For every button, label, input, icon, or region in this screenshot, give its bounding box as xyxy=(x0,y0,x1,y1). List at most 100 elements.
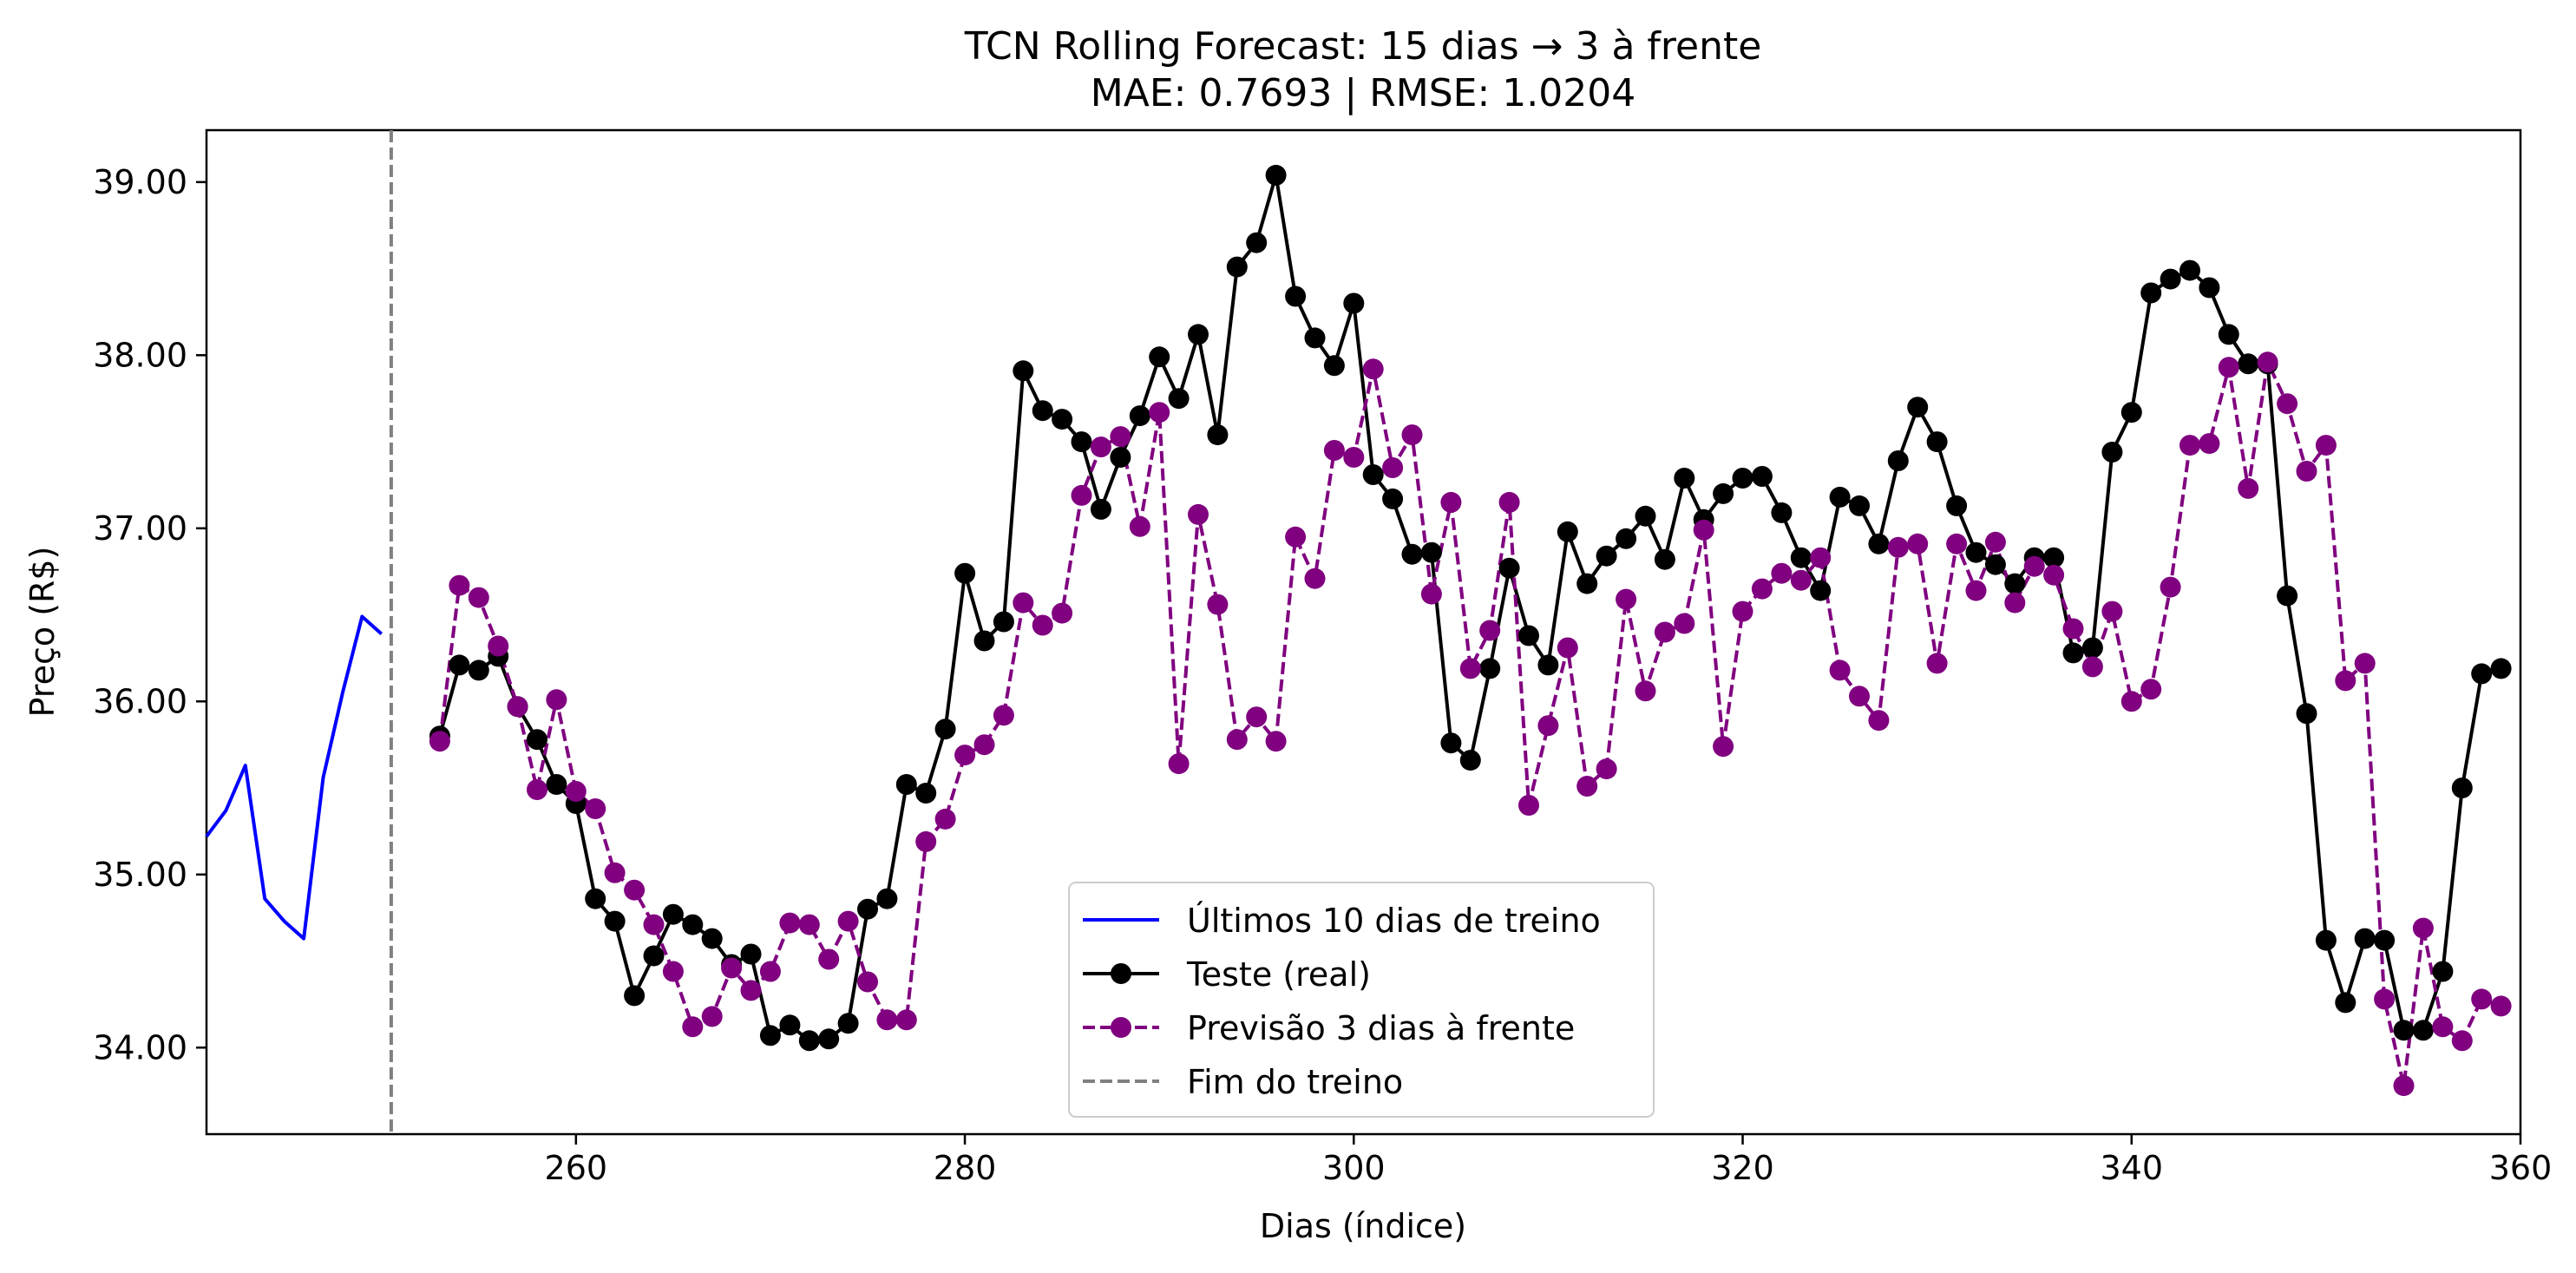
series-line-forecast xyxy=(437,360,2502,1088)
point-real xyxy=(1265,164,1287,186)
point-real xyxy=(1984,554,2006,575)
point-forecast xyxy=(1479,620,1501,641)
point-forecast xyxy=(429,731,450,752)
point-real xyxy=(1032,400,1053,422)
point-forecast xyxy=(527,779,547,800)
point-real xyxy=(915,783,937,804)
point-real xyxy=(1557,521,1578,542)
point-forecast xyxy=(1401,424,1423,446)
point-forecast xyxy=(721,957,743,979)
point-forecast xyxy=(993,705,1014,726)
point-real xyxy=(993,611,1014,633)
point-real xyxy=(2393,1020,2415,1041)
x-tick-label: 300 xyxy=(1322,1149,1386,1187)
point-forecast xyxy=(2393,1075,2415,1097)
point-forecast xyxy=(1965,580,1987,601)
point-forecast xyxy=(643,914,665,935)
point-forecast xyxy=(2218,357,2239,378)
point-forecast xyxy=(1032,614,1053,636)
point-forecast xyxy=(2043,564,2065,586)
point-real xyxy=(1654,548,1675,570)
point-real xyxy=(1401,543,1423,565)
x-tick-label: 320 xyxy=(1711,1149,1774,1187)
point-forecast xyxy=(895,1009,917,1031)
point-real xyxy=(1168,388,1190,410)
point-forecast xyxy=(2023,555,2045,577)
point-forecast xyxy=(798,914,820,935)
point-forecast xyxy=(1771,562,1793,584)
point-forecast xyxy=(1635,680,1656,702)
point-real xyxy=(1965,541,1987,563)
point-real xyxy=(449,654,470,676)
point-real xyxy=(973,630,995,652)
point-real xyxy=(1616,528,1637,549)
y-tick-label: 36.00 xyxy=(93,682,187,720)
point-real xyxy=(1868,533,1890,554)
point-forecast xyxy=(759,961,781,982)
point-real xyxy=(1071,431,1092,453)
point-forecast xyxy=(1129,515,1150,537)
point-forecast xyxy=(954,745,976,766)
point-forecast xyxy=(1149,402,1170,423)
point-forecast xyxy=(1013,592,1034,614)
point-forecast xyxy=(624,879,646,901)
point-forecast xyxy=(1810,547,1832,568)
point-forecast xyxy=(1576,776,1598,797)
point-real xyxy=(876,888,898,909)
point-forecast xyxy=(1713,736,1734,758)
point-real xyxy=(818,1028,840,1050)
point-real xyxy=(1771,502,1793,523)
point-real xyxy=(1479,658,1501,679)
point-real xyxy=(1596,545,1617,567)
point-real xyxy=(585,888,606,909)
point-real xyxy=(2335,992,2356,1014)
legend-label-train-end: Fim do treino xyxy=(1187,1063,1403,1101)
point-forecast xyxy=(2081,656,2103,678)
point-forecast xyxy=(1285,526,1307,548)
point-forecast xyxy=(1926,653,1948,674)
point-forecast xyxy=(1887,536,1909,558)
point-forecast xyxy=(915,830,937,852)
plot-area xyxy=(205,128,2522,1136)
point-real xyxy=(1246,232,1268,253)
y-axis-label: Preço (R$) xyxy=(23,547,62,718)
point-forecast xyxy=(1090,436,1111,458)
point-real xyxy=(2354,928,2376,949)
point-forecast xyxy=(1110,426,1131,448)
point-forecast xyxy=(2374,988,2396,1010)
point-forecast xyxy=(1071,484,1092,506)
point-forecast xyxy=(1537,715,1559,737)
x-axis-label: Dias (índice) xyxy=(1260,1207,1466,1245)
point-forecast xyxy=(1265,731,1287,752)
series-line-train xyxy=(205,614,383,941)
point-real xyxy=(1907,397,1929,418)
point-real xyxy=(1090,498,1111,520)
point-forecast xyxy=(1246,706,1268,728)
point-forecast xyxy=(1226,729,1248,751)
point-real xyxy=(954,562,976,584)
x-tick-label: 280 xyxy=(934,1149,997,1187)
point-real xyxy=(1751,466,1773,487)
point-forecast xyxy=(2101,600,2123,622)
point-forecast xyxy=(1304,568,1326,589)
point-real xyxy=(1129,405,1150,427)
point-real xyxy=(1226,256,1248,278)
point-forecast xyxy=(2277,393,2298,415)
point-real xyxy=(1382,488,1404,509)
point-real xyxy=(1926,431,1948,453)
y-tick-label: 34.00 xyxy=(93,1028,187,1066)
point-forecast xyxy=(1616,588,1637,610)
point-real xyxy=(1946,495,1968,516)
point-forecast xyxy=(662,961,684,982)
legend-marker-real xyxy=(1111,963,1131,984)
point-real xyxy=(1713,482,1734,504)
point-real xyxy=(1498,557,1520,579)
point-real xyxy=(643,945,665,967)
legend-label-train: Últimos 10 dias de treino xyxy=(1187,902,1601,940)
legend-marker-forecast xyxy=(1111,1017,1131,1038)
point-real xyxy=(1343,292,1365,314)
point-real xyxy=(1576,573,1598,594)
point-real xyxy=(1674,468,1695,489)
point-forecast xyxy=(2238,477,2259,499)
